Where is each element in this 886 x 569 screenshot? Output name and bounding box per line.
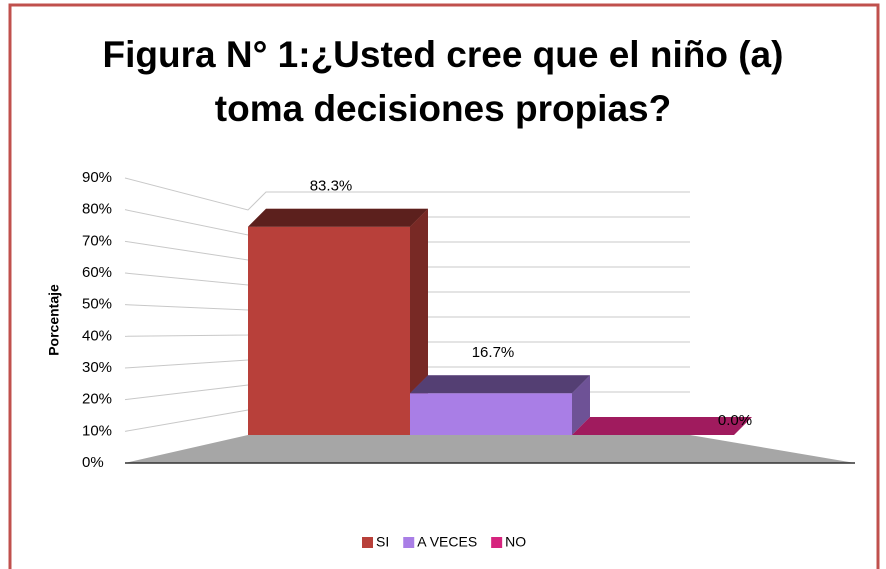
data-label: 16.7%: [472, 344, 515, 361]
chart-title: Figura N° 1:¿Usted cree que el niño (a) …: [102, 34, 784, 129]
y-tick-label: 40%: [82, 327, 112, 344]
legend-swatch: [403, 537, 415, 548]
legend-label: A VECES: [417, 534, 477, 550]
data-label: 83.3%: [310, 178, 353, 195]
y-tick-label: 30%: [82, 359, 112, 376]
y-tick-label: 70%: [82, 232, 112, 249]
y-tick-label: 60%: [82, 264, 112, 281]
legend-label: SI: [376, 534, 389, 550]
bar-side: [572, 375, 590, 435]
bar: [572, 417, 752, 435]
bar-top-shade: [572, 417, 752, 435]
frame: [8, 3, 880, 569]
plot: 0% 10% 20% 30% 40% 50% 60% 70% 80% 90% 83.3% 16.7% 0…: [82, 169, 752, 550]
floor: [125, 435, 855, 463]
y-axis-label: Porcentaje: [46, 284, 62, 356]
legend-swatch: [362, 537, 373, 548]
legend-label: NO: [505, 534, 526, 550]
grid-line: [124, 177, 690, 211]
bar: [248, 208, 428, 435]
bar-top-shade: [248, 208, 428, 227]
bar: [410, 375, 590, 435]
y-tick-label: 0%: [82, 454, 104, 471]
bar-front: [410, 393, 572, 435]
y-tick-label: 50%: [82, 296, 112, 313]
bar-top-shade: [410, 375, 590, 394]
legend-swatch: [491, 537, 503, 548]
bar-side: [410, 208, 428, 435]
bar-top: [572, 417, 752, 435]
y-tick-label: 20%: [82, 391, 112, 408]
y-tick-label: 80%: [82, 201, 112, 218]
bar-front: [248, 226, 410, 435]
bar-side-shade: [410, 208, 428, 435]
y-tick-label: 90%: [82, 169, 112, 186]
y-tick-label: 10%: [82, 422, 112, 439]
data-label: 0.0%: [718, 412, 752, 429]
bar-side-shade: [572, 375, 590, 435]
